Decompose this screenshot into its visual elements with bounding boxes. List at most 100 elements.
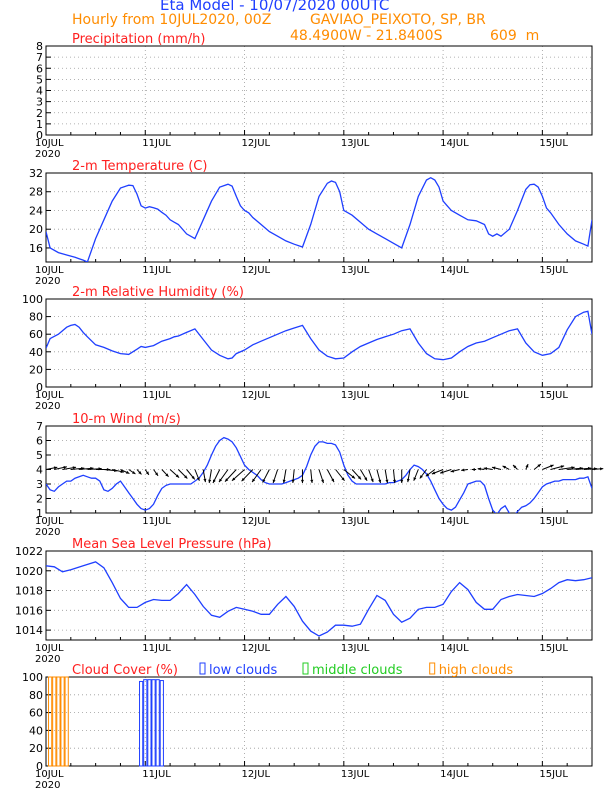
- x-tick-label: 14JUL: [440, 769, 469, 780]
- cloud-bar: [155, 679, 160, 767]
- y-tick-label: 100: [22, 293, 43, 306]
- y-tick-label: 3: [36, 96, 43, 109]
- x-tick-label: 14JUL: [440, 643, 469, 654]
- x-tick-label: 12JUL: [242, 643, 271, 654]
- chart-title: Eta Model - 10/07/2020 00UTC: [160, 0, 390, 14]
- y-tick-label: 100: [22, 671, 43, 684]
- x-tick-label: 12JUL: [242, 265, 271, 276]
- y-tick-label: 32: [29, 167, 43, 180]
- y-tick-label: 1018: [15, 585, 43, 598]
- wind-arrow-head: [191, 475, 195, 480]
- x-tick-label: 12JUL: [242, 769, 271, 780]
- wind-arrow-head: [400, 479, 404, 483]
- wind-arrow-head: [291, 479, 295, 483]
- y-tick-label: 24: [29, 204, 43, 217]
- chart-coords: 48.4900W - 21.8400S: [290, 28, 443, 44]
- wind-arrow-head: [461, 468, 465, 472]
- x-tick-label: 14JUL: [440, 390, 469, 401]
- y-tick-label: 7: [36, 51, 43, 64]
- wind-arrow-head: [241, 477, 245, 482]
- panel-wind: 12 34 56 7 10JUL2020 11JUL 12JUL 13JUL 14JUL 15JU…: [35, 412, 604, 538]
- wind-arrow-head: [272, 479, 276, 483]
- wind-arrow-head: [440, 470, 444, 474]
- cloud-bar: [159, 680, 164, 767]
- wind-arrow-head: [425, 473, 430, 477]
- x-tick-label: 12JUL: [242, 390, 271, 401]
- y-tick-label: 2: [36, 107, 43, 120]
- chart-location: GAVIAO_PEIXOTO, SP, BR: [310, 12, 486, 28]
- wind-arrow-head: [351, 475, 356, 479]
- panel-title: Cloud Cover (%): [72, 663, 178, 678]
- wind-arrow-head: [262, 479, 266, 483]
- x-tick-sublabel: 2020: [35, 401, 60, 412]
- x-tick-label: 13JUL: [341, 138, 370, 149]
- legend-swatch: [302, 662, 309, 675]
- plot-frame: [45, 676, 593, 767]
- wind-arrow-head: [525, 464, 529, 468]
- x-tick-label: 10JUL: [35, 516, 64, 527]
- x-tick-label: 15JUL: [539, 643, 568, 654]
- panel-mslp: 1014 1016 1018 1020 1022 10JUL2020 11JUL 12JUL 1…: [15, 537, 593, 665]
- wind-arrow-head: [231, 477, 236, 481]
- series-line: [46, 436, 592, 513]
- legend-label: middle clouds: [312, 663, 403, 678]
- cloud-bar: [48, 676, 53, 767]
- chart-subtitle: Hourly from 10JUL2020, 00Z: [72, 12, 272, 28]
- cloud-bar: [60, 676, 65, 767]
- y-tick-label: 80: [29, 689, 43, 702]
- wind-arrow-head: [175, 474, 180, 478]
- x-tick-label: 12JUL: [242, 138, 271, 149]
- y-tick-label: 1: [36, 507, 43, 520]
- wind-arrow-head: [282, 479, 286, 483]
- x-tick-label: 13JUL: [341, 265, 370, 276]
- wind-arrow-head: [537, 464, 541, 468]
- legend-swatch: [429, 662, 436, 675]
- y-tick-label: 28: [29, 186, 43, 199]
- y-tick-label: 4: [36, 464, 43, 477]
- plot-frame: [45, 298, 593, 388]
- panel-title: Precipitation (mm/h): [72, 32, 205, 47]
- wind-arrow-head: [145, 471, 149, 475]
- chart-elevation: 609 m: [490, 28, 540, 44]
- wind-arrow-head: [154, 472, 159, 476]
- cloud-bar: [143, 679, 148, 767]
- wind-arrow-head: [413, 477, 417, 481]
- series-line: [46, 176, 592, 262]
- plot-frame: [45, 172, 593, 263]
- wind-arrow-head: [138, 471, 142, 475]
- wind-arrow-head: [53, 466, 58, 470]
- x-tick-label: 15JUL: [539, 769, 568, 780]
- y-tick-label: 1022: [15, 545, 43, 558]
- x-tick-label: 14JUL: [440, 265, 469, 276]
- y-tick-label: 0: [36, 129, 43, 142]
- wind-arrow-head: [196, 477, 200, 481]
- wind-arrow-head: [419, 475, 423, 479]
- cloud-bar: [147, 679, 152, 767]
- cloud-bar: [56, 676, 61, 767]
- wind-arrow-head: [63, 465, 67, 469]
- y-tick-label: 6: [36, 62, 43, 75]
- y-tick-label: 20: [29, 363, 43, 376]
- y-tick-label: 8: [36, 40, 43, 53]
- wind-arrow-head: [571, 466, 575, 470]
- wind-arrow-head: [550, 464, 554, 468]
- x-tick-label: 13JUL: [341, 643, 370, 654]
- wind-arrow-head: [492, 466, 496, 470]
- panel-title: Mean Sea Level Pressure (hPa): [72, 537, 272, 552]
- wind-arrow-head: [72, 466, 77, 470]
- x-tick-label: 11JUL: [142, 769, 171, 780]
- x-tick-label: 11JUL: [142, 390, 171, 401]
- x-tick-sublabel: 2020: [35, 780, 60, 791]
- x-tick-label: 10JUL: [35, 390, 64, 401]
- x-tick-label: 15JUL: [539, 390, 568, 401]
- wind-arrow-head: [331, 478, 335, 483]
- panel-cloud: 0 20 40 60 80 100 10JUL2020 11JUL 12JUL 13JUL 14JU…: [22, 662, 593, 791]
- y-tick-label: 3: [36, 478, 43, 491]
- wind-arrow-head: [471, 467, 475, 472]
- wind-arrow-head: [560, 465, 565, 469]
- legend-swatch: [199, 662, 206, 675]
- wind-arrow-head: [125, 470, 130, 474]
- y-tick-label: 7: [36, 420, 43, 433]
